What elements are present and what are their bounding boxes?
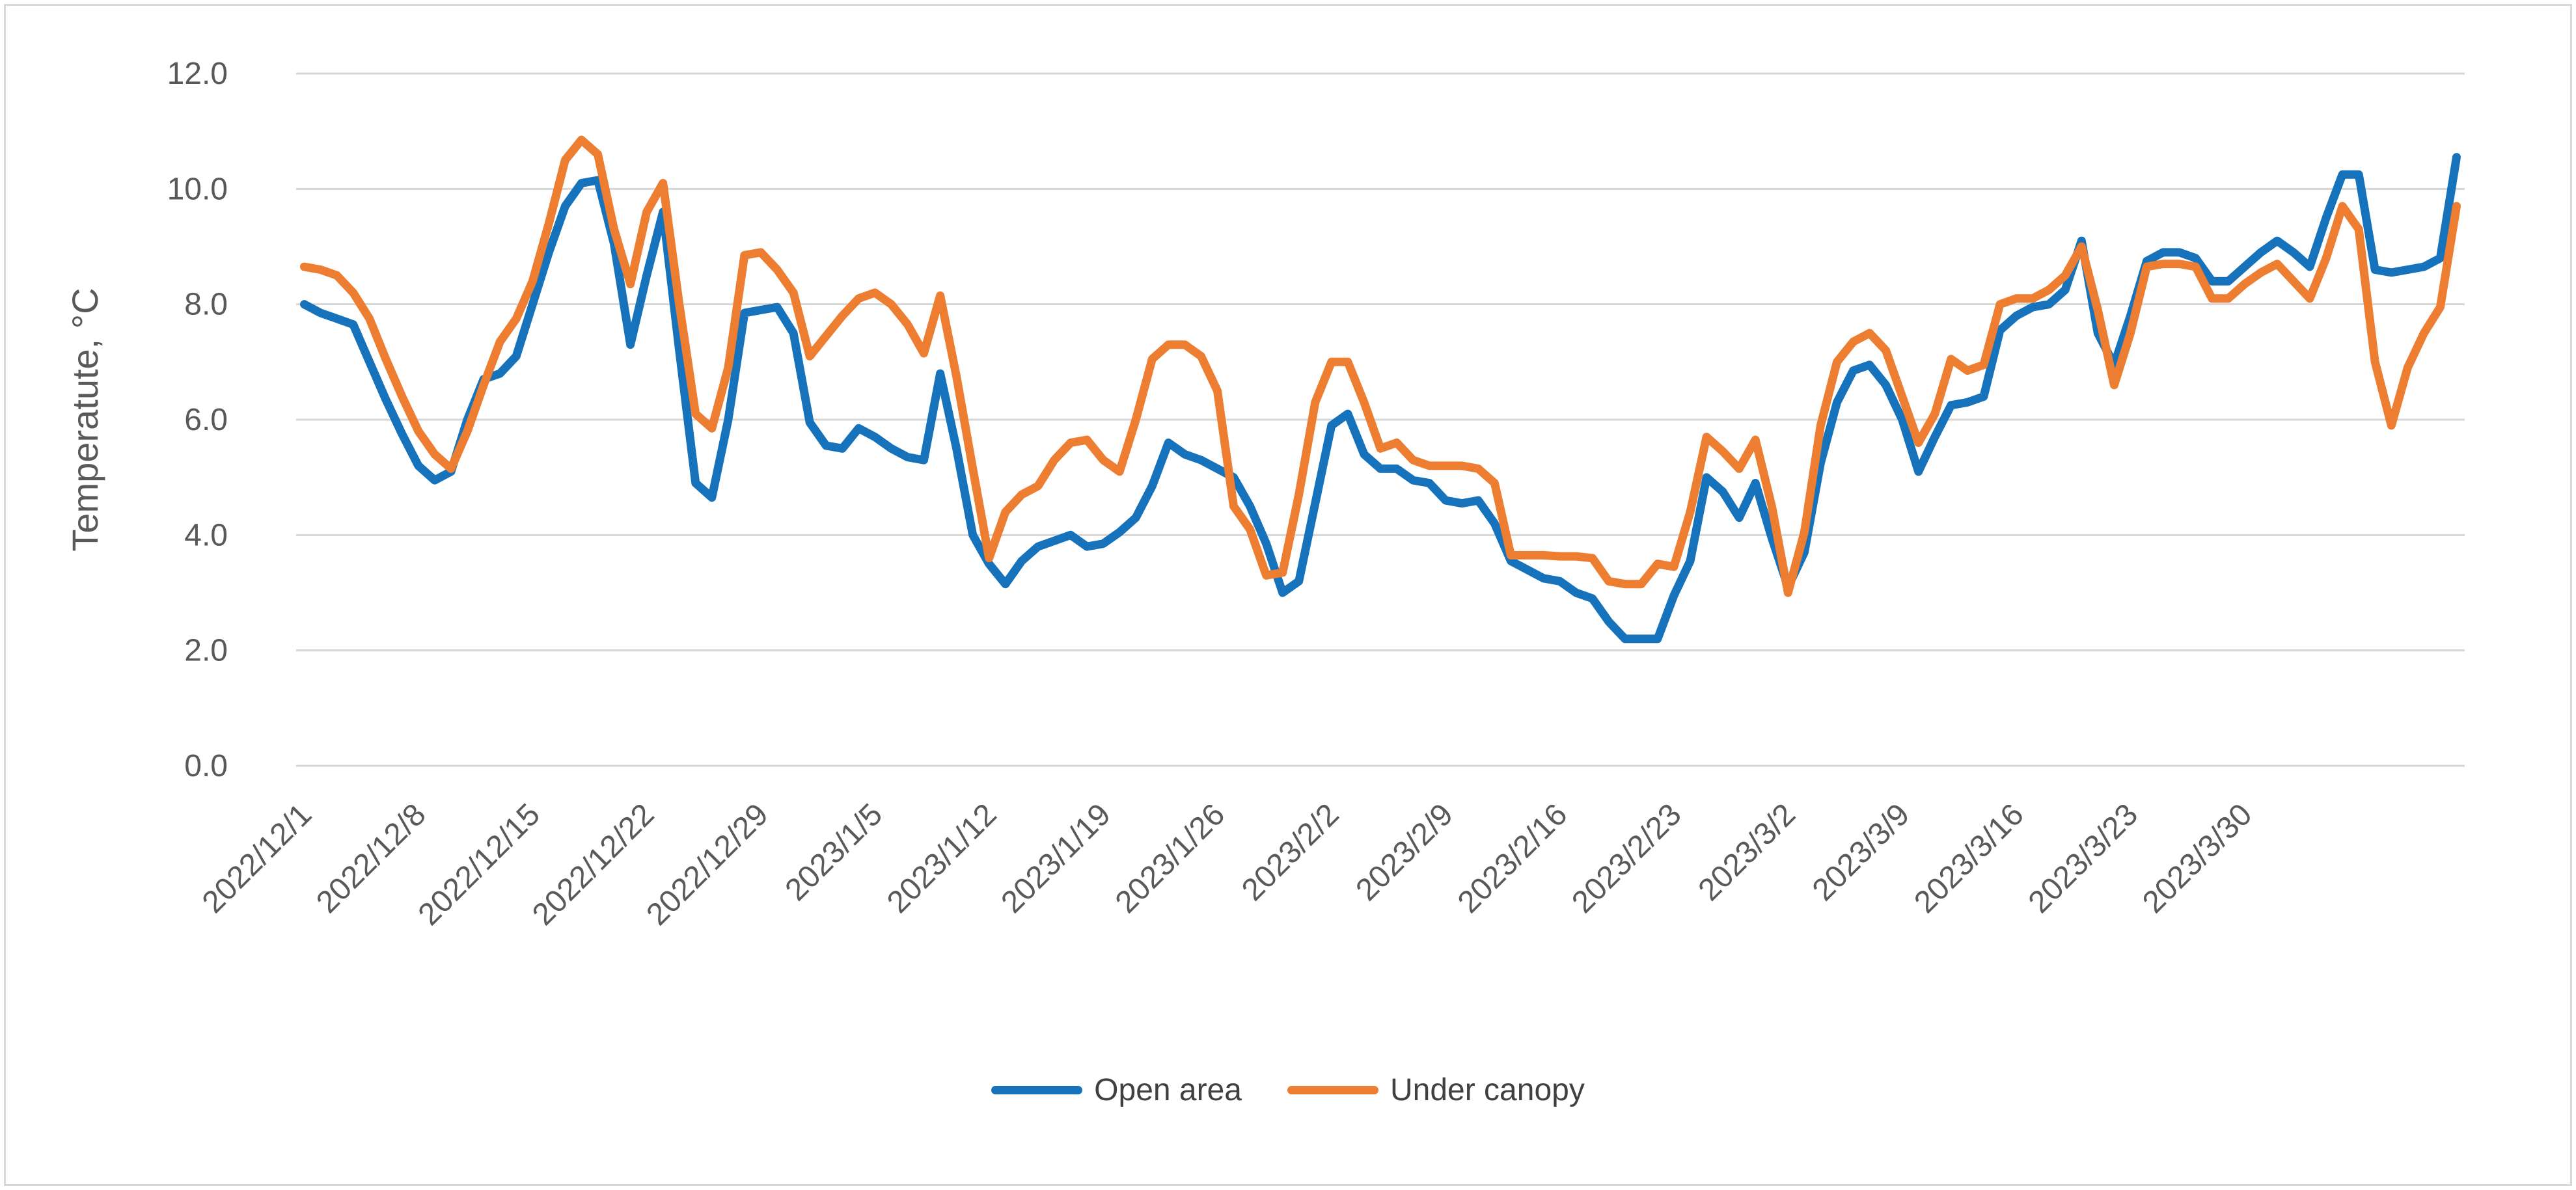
chart-legend: Open area Under canopy xyxy=(0,1072,2576,1108)
open-area-line-swatch xyxy=(991,1086,1083,1094)
x-axis-tick-label: 2022/12/1 xyxy=(196,797,318,919)
x-axis-tick-label: 2023/3/2 xyxy=(1692,797,1802,908)
x-axis-tick-label: 2023/2/16 xyxy=(1451,797,1574,919)
x-axis-tick-label: 2022/12/8 xyxy=(310,797,432,919)
y-axis-title: Temperatute, °C xyxy=(64,288,105,551)
x-axis-tick-label: 2023/3/30 xyxy=(2136,797,2258,919)
x-axis-tick-label: 2022/12/22 xyxy=(526,797,661,932)
x-axis-tick-label: 2023/1/12 xyxy=(881,797,1003,919)
y-axis-tick-label: 0.0 xyxy=(184,749,228,783)
chart-area-border xyxy=(4,4,2572,1186)
x-axis-tick-label: 2023/1/26 xyxy=(1109,797,1231,919)
y-axis-tick-label: 12.0 xyxy=(167,57,228,91)
legend-item-open-area[interactable]: Open area xyxy=(991,1072,1242,1108)
y-axis-tick-label: 4.0 xyxy=(184,518,228,552)
x-axis-tick-label: 2023/3/23 xyxy=(2022,797,2144,919)
y-axis-tick-label: 6.0 xyxy=(184,403,228,437)
under-canopy-line-swatch xyxy=(1287,1086,1378,1094)
under-canopy-line xyxy=(300,135,2461,597)
y-axis-tick-label: 2.0 xyxy=(184,634,228,668)
x-axis-tick-label: 2023/3/9 xyxy=(1806,797,1917,908)
y-axis-tick-label: 10.0 xyxy=(167,172,228,206)
legend-label-under-canopy: Under canopy xyxy=(1390,1073,1585,1107)
open-area-line xyxy=(300,153,2461,643)
x-axis-tick-label: 2022/12/15 xyxy=(412,797,547,932)
x-axis-tick-label: 2023/1/19 xyxy=(994,797,1117,919)
x-axis-tick-label: 2023/2/9 xyxy=(1349,797,1460,908)
legend-label-open-area: Open area xyxy=(1094,1073,1242,1107)
y-axis-tick-label: 8.0 xyxy=(184,288,228,322)
x-axis-tick-label: 2023/2/2 xyxy=(1235,797,1346,908)
x-axis-tick-label: 2023/3/16 xyxy=(1908,797,2030,919)
x-axis-tick-label: 2023/2/23 xyxy=(1565,797,1688,919)
legend-item-under-canopy[interactable]: Under canopy xyxy=(1287,1072,1585,1108)
x-axis-tick-label: 2022/12/29 xyxy=(640,797,774,932)
x-axis-tick-label: 2023/1/5 xyxy=(779,797,890,908)
